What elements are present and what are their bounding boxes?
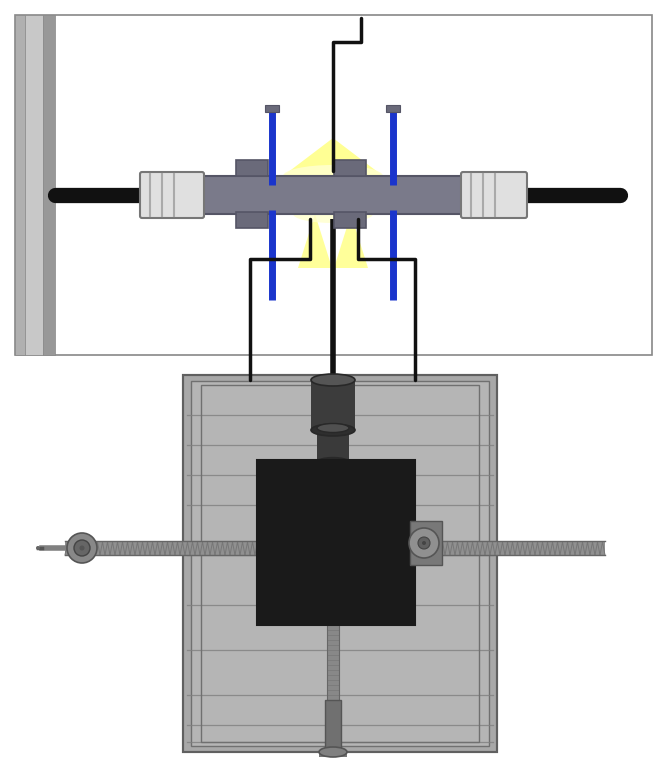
Bar bbox=[15, 15, 652, 355]
Bar bbox=[183, 375, 497, 752]
Bar bbox=[265, 105, 279, 112]
Bar bbox=[65, 541, 605, 555]
Ellipse shape bbox=[317, 424, 349, 433]
Bar bbox=[334, 160, 366, 176]
Bar bbox=[319, 752, 347, 757]
Polygon shape bbox=[334, 214, 368, 268]
Ellipse shape bbox=[317, 458, 349, 466]
Bar bbox=[201, 385, 479, 742]
Circle shape bbox=[418, 537, 430, 549]
Bar bbox=[410, 521, 442, 565]
Bar bbox=[257, 460, 415, 625]
FancyBboxPatch shape bbox=[461, 172, 527, 218]
Circle shape bbox=[67, 533, 97, 563]
Circle shape bbox=[79, 546, 85, 550]
Bar bbox=[327, 380, 339, 752]
Polygon shape bbox=[283, 138, 383, 176]
Ellipse shape bbox=[319, 747, 347, 757]
Bar bbox=[334, 212, 366, 228]
Ellipse shape bbox=[311, 424, 355, 436]
Polygon shape bbox=[298, 214, 332, 268]
Bar bbox=[25, 15, 43, 355]
Circle shape bbox=[36, 546, 40, 550]
Bar bbox=[43, 15, 55, 355]
Bar bbox=[191, 381, 489, 746]
Ellipse shape bbox=[311, 374, 355, 386]
Bar bbox=[236, 212, 268, 228]
Circle shape bbox=[409, 528, 439, 558]
Bar bbox=[311, 380, 355, 430]
Ellipse shape bbox=[293, 205, 373, 223]
Bar bbox=[200, 176, 465, 214]
Circle shape bbox=[422, 541, 426, 545]
Bar bbox=[386, 105, 400, 112]
Bar bbox=[15, 15, 25, 355]
Bar bbox=[236, 160, 268, 176]
Bar bbox=[317, 428, 349, 462]
Ellipse shape bbox=[283, 165, 383, 187]
Bar bbox=[183, 375, 497, 752]
Circle shape bbox=[74, 540, 90, 556]
FancyBboxPatch shape bbox=[140, 172, 204, 218]
Bar bbox=[325, 700, 341, 752]
